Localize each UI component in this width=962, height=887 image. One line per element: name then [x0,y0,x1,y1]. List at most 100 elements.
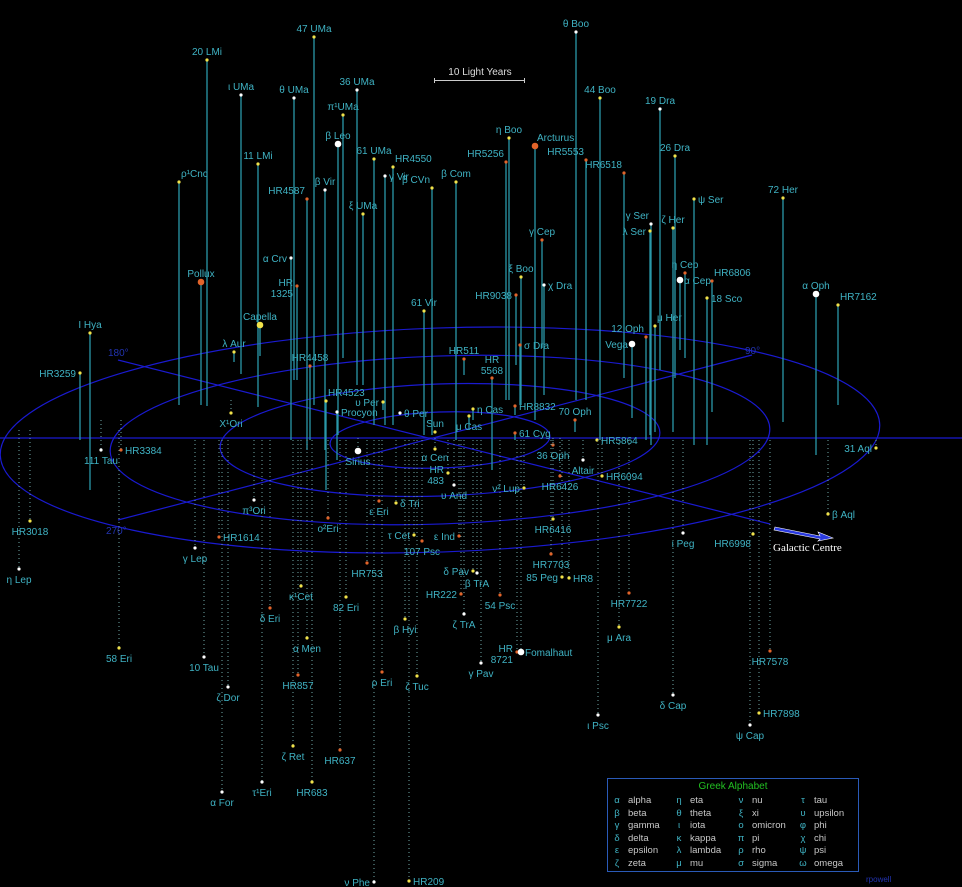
star-marker[interactable] [99,448,103,452]
star-hr6094[interactable] [600,440,604,478]
star-marker[interactable] [471,407,475,411]
star-marker[interactable] [705,296,709,300]
star-hr-1325[interactable] [295,284,299,380]
star-marker[interactable] [457,534,461,538]
star-hr6416[interactable] [551,440,555,521]
star-marker[interactable] [383,174,387,178]
star-marker[interactable] [220,790,224,794]
star-marker[interactable] [205,58,209,62]
star-sun[interactable] [433,430,437,434]
star--dra[interactable] [542,283,546,395]
star-marker[interactable] [403,617,407,621]
star--lup[interactable] [522,440,526,490]
star-marker[interactable] [78,371,82,375]
star--cep[interactable] [676,276,684,350]
star-marker[interactable] [202,655,206,659]
star-marker[interactable] [540,238,544,242]
star-hr1614[interactable] [217,440,221,539]
star-marker[interactable] [117,646,121,650]
star--uma[interactable] [292,96,296,380]
star-marker[interactable] [513,431,517,435]
star-marker[interactable] [177,180,181,184]
star--tri[interactable] [394,440,398,505]
star-marker[interactable] [422,309,426,313]
star-marker[interactable] [757,711,761,715]
star-61-cyg[interactable] [513,431,517,440]
star-58-eri[interactable] [117,430,121,650]
star--lep[interactable] [193,440,197,550]
star-marker[interactable] [560,575,564,579]
star-26-dra[interactable] [673,154,677,378]
star-47-uma[interactable] [312,35,316,405]
star-marker[interactable] [452,483,456,487]
star-hr209[interactable] [407,440,411,883]
star-marker[interactable] [433,430,437,434]
star--phe[interactable] [372,440,376,884]
star-marker[interactable] [391,165,395,169]
star-hr4523[interactable] [324,399,328,490]
star-marker[interactable] [459,592,463,596]
star-fomalhaut[interactable] [517,440,525,656]
star-marker[interactable] [377,499,381,503]
star-marker[interactable] [355,88,359,92]
star--cvn[interactable] [430,186,434,435]
star-marker[interactable] [681,531,685,535]
star-marker[interactable] [394,501,398,505]
star--eri[interactable] [377,440,381,503]
star-marker[interactable] [308,364,312,368]
star--ind[interactable] [457,440,461,538]
star-111-tau[interactable] [99,420,103,452]
star-marker[interactable] [433,447,437,451]
star--cap[interactable] [748,440,752,727]
star-marker[interactable] [692,197,696,201]
star--cet[interactable] [412,440,416,537]
star-marker[interactable] [479,661,483,665]
star--hyi[interactable] [403,440,407,621]
star-hr683[interactable] [310,440,314,784]
star-61-uma[interactable] [372,157,376,425]
star-hr222[interactable] [459,440,463,596]
star-85-peg[interactable] [560,440,564,579]
star-marker[interactable] [323,188,327,192]
star-marker[interactable] [372,157,376,161]
star-marker[interactable] [600,474,604,478]
star-hr511[interactable] [462,357,466,375]
star-44-boo[interactable] [598,96,602,440]
star--oph[interactable] [812,290,820,455]
star-hr-5568[interactable] [490,376,494,470]
star-marker[interactable] [836,303,840,307]
star-marker[interactable] [295,284,299,288]
star-marker[interactable] [531,142,539,150]
star--pav[interactable] [471,440,475,573]
star-hr8[interactable] [567,440,571,580]
star-11-lmi[interactable] [256,162,260,407]
star-marker[interactable] [628,340,636,348]
star--eri[interactable] [326,440,330,520]
star-marker[interactable] [193,546,197,550]
star--crv[interactable] [289,256,293,440]
star-marker[interactable] [299,584,303,588]
star-marker[interactable] [671,226,675,230]
star-marker[interactable] [683,271,687,275]
star-marker[interactable] [676,276,684,284]
star--tuc[interactable] [415,440,419,678]
star-marker[interactable] [232,350,236,354]
star-marker[interactable] [627,591,631,595]
star-hr4458[interactable] [308,364,312,440]
star-marker[interactable] [454,180,458,184]
star--tra[interactable] [462,440,466,616]
star-marker[interactable] [471,569,475,573]
star-marker[interactable] [252,498,256,502]
star-marker[interactable] [312,35,316,39]
star-marker[interactable] [310,780,314,784]
star-19-dra[interactable] [658,107,662,370]
star--peg[interactable] [681,440,685,535]
star-hr7898[interactable] [757,440,761,715]
star--vir[interactable] [323,188,327,450]
star--lep[interactable] [17,430,21,571]
star-marker[interactable] [305,197,309,201]
star-marker[interactable] [334,140,342,148]
star--ser[interactable] [648,229,652,435]
star-marker[interactable] [335,410,339,414]
star-marker[interactable] [289,256,293,260]
